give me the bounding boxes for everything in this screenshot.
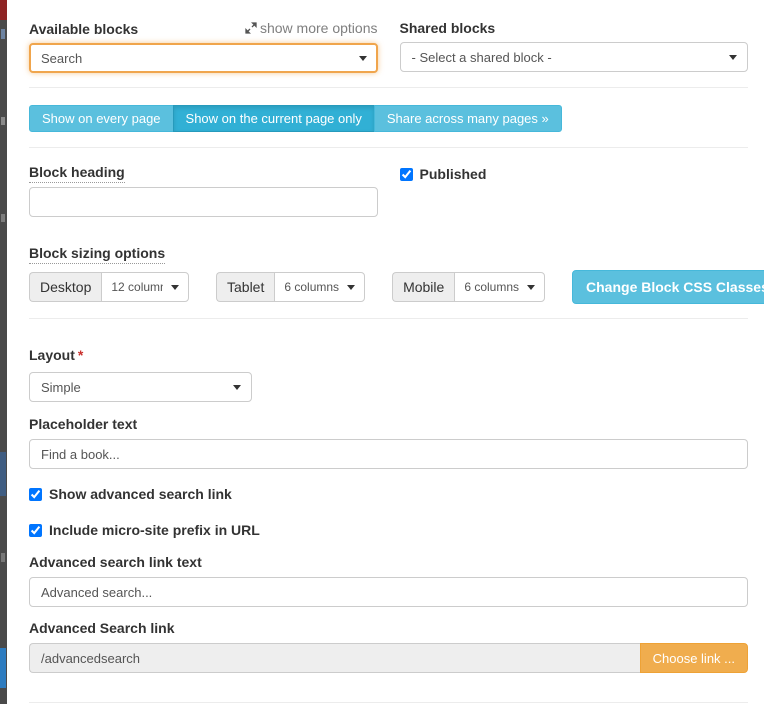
available-blocks-label: Available blocks [29,21,139,37]
advanced-search-link-label: Advanced Search link [29,620,175,636]
block-heading-label: Block heading [29,164,125,183]
advanced-search-link-text-label: Advanced search link text [29,554,202,570]
background-text-fragment [0,452,6,496]
heading-published-row: Block heading Published [29,164,748,217]
micro-site-prefix-check-row: Include micro-site prefix in URL [29,522,748,538]
mobile-addon-label: Mobile [392,272,455,302]
block-settings-panel: Available blocks show more options Searc… [7,0,764,704]
block-sizing-row: Desktop 12 columns Tablet 6 columns Mobi… [29,270,764,304]
choose-link-button[interactable]: Choose link ... [639,643,748,673]
dropdown-caret-icon [347,284,356,290]
divider [29,147,748,148]
show-advanced-search-link-checkbox[interactable] [29,487,42,501]
tablet-columns-select[interactable]: 6 columns [274,272,366,302]
desktop-columns-select[interactable]: 12 columns [101,272,189,302]
layout-select[interactable]: Simple [29,372,252,402]
advanced-search-link-input[interactable] [29,643,640,673]
dropdown-caret-icon [171,284,179,290]
tablet-columns-value: 6 columns [284,280,340,294]
background-text-fragment [1,214,5,222]
show-on-current-page-button[interactable]: Show on the current page only [172,105,375,132]
mobile-columns-select[interactable]: 6 columns [454,272,546,302]
background-text-fragment [1,117,5,125]
layout-value: Simple [41,379,81,395]
shared-blocks-label: Shared blocks [399,20,496,36]
published-checkbox[interactable] [399,167,413,181]
dropdown-caret-icon [233,384,241,390]
available-blocks-value: Search [41,50,83,66]
placeholder-text-label: Placeholder text [29,416,138,432]
share-across-pages-button[interactable]: Share across many pages » [373,105,562,132]
advanced-search-link-text-input[interactable] [29,577,748,607]
change-block-css-classes-button[interactable]: Change Block CSS Classes [572,270,764,304]
show-on-every-page-button[interactable]: Show on every page [29,105,174,132]
published-label: Published [419,166,487,182]
page-scope-button-group: Show on every page Show on the current p… [29,105,562,132]
layout-label: Layout * [29,347,84,363]
desktop-columns-group: Desktop 12 columns [29,272,189,302]
advanced-search-link-check-row: Show advanced search link [29,486,748,502]
background-text-fragment [0,648,6,688]
dropdown-caret-icon [729,54,737,60]
include-micro-site-prefix-checkbox[interactable] [29,523,42,537]
background-page-strip [0,0,7,704]
advanced-search-link-group: Choose link ... [29,643,748,673]
available-blocks-select[interactable]: Search [29,43,378,73]
placeholder-text-input[interactable] [29,439,748,469]
block-pickers-row: Available blocks show more options Searc… [29,20,748,73]
divider [29,318,748,319]
background-text-fragment [1,29,5,39]
tablet-addon-label: Tablet [216,272,275,302]
desktop-addon-label: Desktop [29,272,102,302]
block-sizing-label: Block sizing options [29,245,166,264]
dropdown-caret-icon [527,284,536,290]
divider [29,87,748,88]
tablet-columns-group: Tablet 6 columns [216,272,366,302]
include-micro-site-prefix-label: Include micro-site prefix in URL [49,522,260,538]
mobile-columns-group: Mobile 6 columns [392,272,546,302]
show-advanced-search-link-label: Show advanced search link [49,486,232,502]
dropdown-caret-icon [358,55,367,61]
background-text-fragment [1,553,5,562]
mobile-columns-value: 6 columns [464,280,520,294]
desktop-columns-value: 12 columns [111,280,163,294]
expand-arrows-icon [245,22,257,34]
block-heading-input[interactable] [29,187,378,217]
divider [29,702,748,703]
required-asterisk: * [77,347,84,363]
background-red-header [0,0,7,20]
show-more-options-link[interactable]: show more options [245,20,378,36]
shared-blocks-select[interactable]: - Select a shared block - [399,42,748,72]
show-more-options-label: show more options [259,20,378,36]
shared-blocks-value: - Select a shared block - [411,49,552,65]
